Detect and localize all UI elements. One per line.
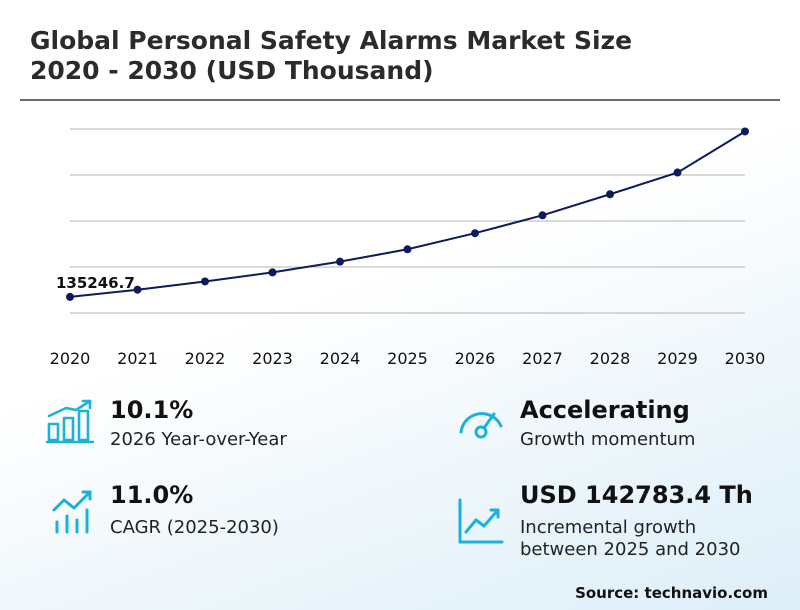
x-tick-label: 2029 xyxy=(657,349,698,368)
data-point xyxy=(133,285,142,294)
data-point xyxy=(201,277,209,286)
data-point xyxy=(403,245,412,254)
stat-incremental-label: Incremental growth between 2025 and 2030 xyxy=(520,517,740,561)
x-tick-label: 2030 xyxy=(725,349,766,368)
stat-incremental-label-line1: Incremental growth xyxy=(520,517,697,538)
x-tick-label: 2027 xyxy=(522,349,563,368)
title-line-1: Global Personal Safety Alarms Market Siz… xyxy=(30,26,633,55)
data-point xyxy=(673,168,682,177)
gauge-icon xyxy=(459,412,503,439)
data-point xyxy=(606,190,614,199)
bar-growth-icon xyxy=(46,399,94,444)
x-tick-label: 2024 xyxy=(320,349,361,368)
stat-momentum-value: Accelerating xyxy=(520,396,690,424)
stat-yoy-value: 10.1% xyxy=(110,396,194,424)
stat-incremental-value: USD 142783.4 Th xyxy=(520,481,753,509)
stat-incremental-label-line2: between 2025 and 2030 xyxy=(520,539,741,560)
stat-yoy-label: 2026 Year-over-Year xyxy=(110,429,287,450)
line-chart: 135246.7 2020 2021 2022 2023 2024 2025 2026 2027… xyxy=(50,127,766,368)
x-tick-label: 2021 xyxy=(117,349,158,368)
data-point xyxy=(538,211,547,220)
title-divider xyxy=(20,99,780,101)
data-point xyxy=(471,229,479,238)
stat-cagr-value: 11.0% xyxy=(110,481,194,509)
data-label: 135246.7 xyxy=(56,274,135,292)
title-line-2: 2020 - 2030 (USD Thousand) xyxy=(30,56,434,85)
data-point xyxy=(66,292,74,301)
x-tick-label: 2028 xyxy=(590,349,631,368)
x-tick-label: 2026 xyxy=(455,349,496,368)
series-line xyxy=(69,130,746,298)
chart-title: Global Personal Safety Alarms Market Siz… xyxy=(30,26,770,86)
stat-cagr-label: CAGR (2025-2030) xyxy=(110,517,279,538)
x-tick-label: 2022 xyxy=(185,349,226,368)
data-point xyxy=(336,257,344,266)
x-tick-label: 2020 xyxy=(50,349,91,368)
x-tick-label: 2025 xyxy=(387,349,428,368)
data-point xyxy=(741,127,749,136)
source-credit: Source: technavio.com xyxy=(575,584,768,602)
trend-bars-icon xyxy=(52,490,92,534)
x-tick-label: 2023 xyxy=(252,349,293,368)
data-point xyxy=(268,268,277,277)
trend-chart-icon xyxy=(458,498,504,544)
stat-momentum-label: Growth momentum xyxy=(520,429,696,450)
